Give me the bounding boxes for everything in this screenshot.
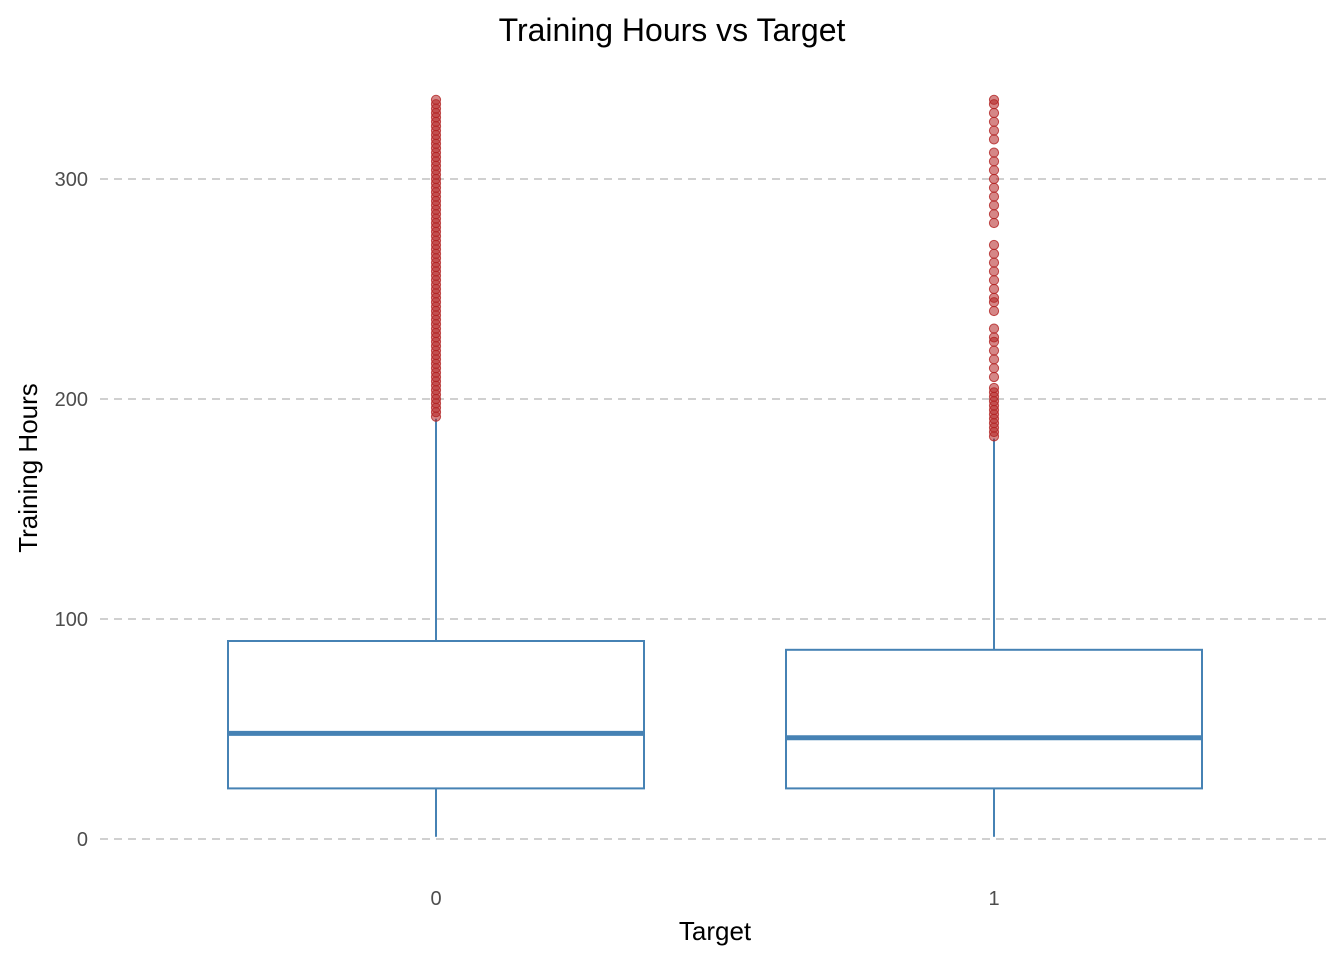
outlier-point xyxy=(988,257,1000,268)
box-layer xyxy=(227,418,1203,837)
y-tick-label: 0 xyxy=(77,829,88,851)
x-axis-title: Target xyxy=(679,916,752,946)
chart-title: Training Hours vs Target xyxy=(499,12,846,48)
x-tick-label: 0 xyxy=(430,888,441,910)
y-tick-label: 300 xyxy=(55,169,88,191)
outlier-point xyxy=(988,200,1000,211)
outlier-point xyxy=(988,239,1000,251)
outlier-point xyxy=(988,371,1000,383)
outlier-point xyxy=(988,305,1000,317)
outlier-point xyxy=(430,94,442,105)
outlier-point xyxy=(988,94,1000,105)
outlier-point xyxy=(988,363,1000,374)
outlier-point xyxy=(988,147,1000,158)
box-iqr xyxy=(227,640,645,790)
outlier-point xyxy=(988,345,1000,356)
outlier-point xyxy=(988,332,1000,343)
outlier-point xyxy=(988,354,1000,365)
outlier-point xyxy=(988,156,1000,167)
outlier-point xyxy=(988,107,1000,119)
y-axis-title: Training Hours xyxy=(13,383,43,553)
outlier-point xyxy=(988,283,1000,295)
y-tick-labels: 0 100 200 300 xyxy=(55,169,88,851)
outlier-point xyxy=(988,248,1000,259)
box-iqr xyxy=(785,648,1203,790)
x-tick-label: 1 xyxy=(988,888,999,910)
outlier-point xyxy=(988,125,1000,136)
outlier-point xyxy=(988,266,1000,277)
outlier-layer xyxy=(430,94,1000,442)
grid-layer xyxy=(100,178,1330,840)
box-group-1 xyxy=(785,438,1203,837)
outlier-point xyxy=(988,323,1000,334)
outlier-point xyxy=(988,209,1000,220)
outlier-point xyxy=(988,173,1000,185)
box-group-0 xyxy=(227,418,645,837)
outlier-point xyxy=(988,165,1000,176)
outlier-point xyxy=(988,134,1000,145)
outlier-point xyxy=(988,292,1000,303)
outlier-point xyxy=(988,217,1000,229)
outlier-point xyxy=(988,382,1000,394)
outlier-point xyxy=(988,191,1000,202)
outlier-point xyxy=(988,116,1000,127)
y-tick-label: 100 xyxy=(55,609,88,631)
y-tick-label: 200 xyxy=(55,389,88,411)
outlier-point xyxy=(988,275,1000,286)
outlier-point xyxy=(988,182,1000,193)
